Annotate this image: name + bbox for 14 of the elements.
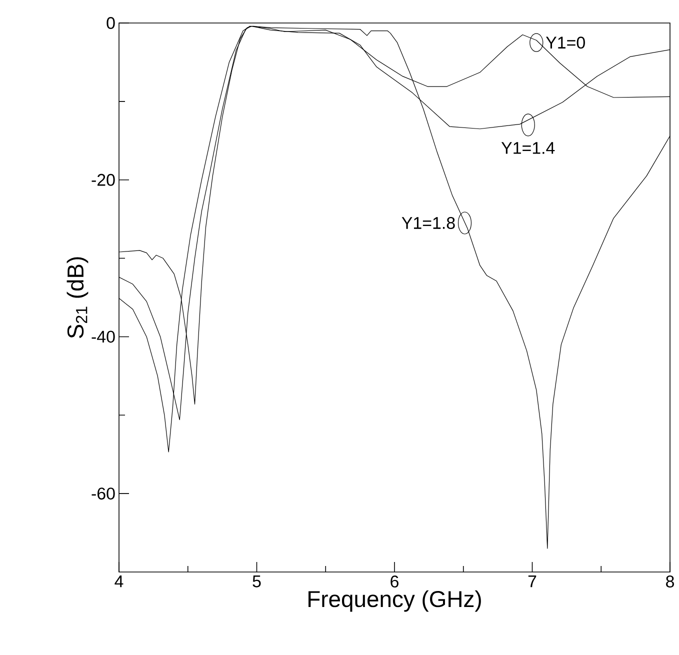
x-tick-label: 8: [666, 576, 674, 588]
annotation: Y1=0: [546, 36, 585, 49]
y-tick-label: -20: [92, 174, 115, 186]
x-tick-label: 6: [390, 576, 398, 588]
y-axis-title: S$_{21}$ (dB): [66, 257, 88, 338]
x-axis-title: Frequency (GHz): [308, 590, 481, 612]
x-tick-label: 5: [252, 576, 261, 588]
x-tick-label: 7: [528, 576, 536, 588]
y-tick-label: -60: [92, 488, 115, 500]
y-tick-label: -40: [92, 330, 115, 343]
annotation: Y1=1.8: [402, 216, 455, 229]
annotation: Y1=1.4: [501, 142, 555, 154]
x-tick-label: 4: [114, 576, 124, 588]
y-tick-label: 0: [106, 17, 115, 30]
